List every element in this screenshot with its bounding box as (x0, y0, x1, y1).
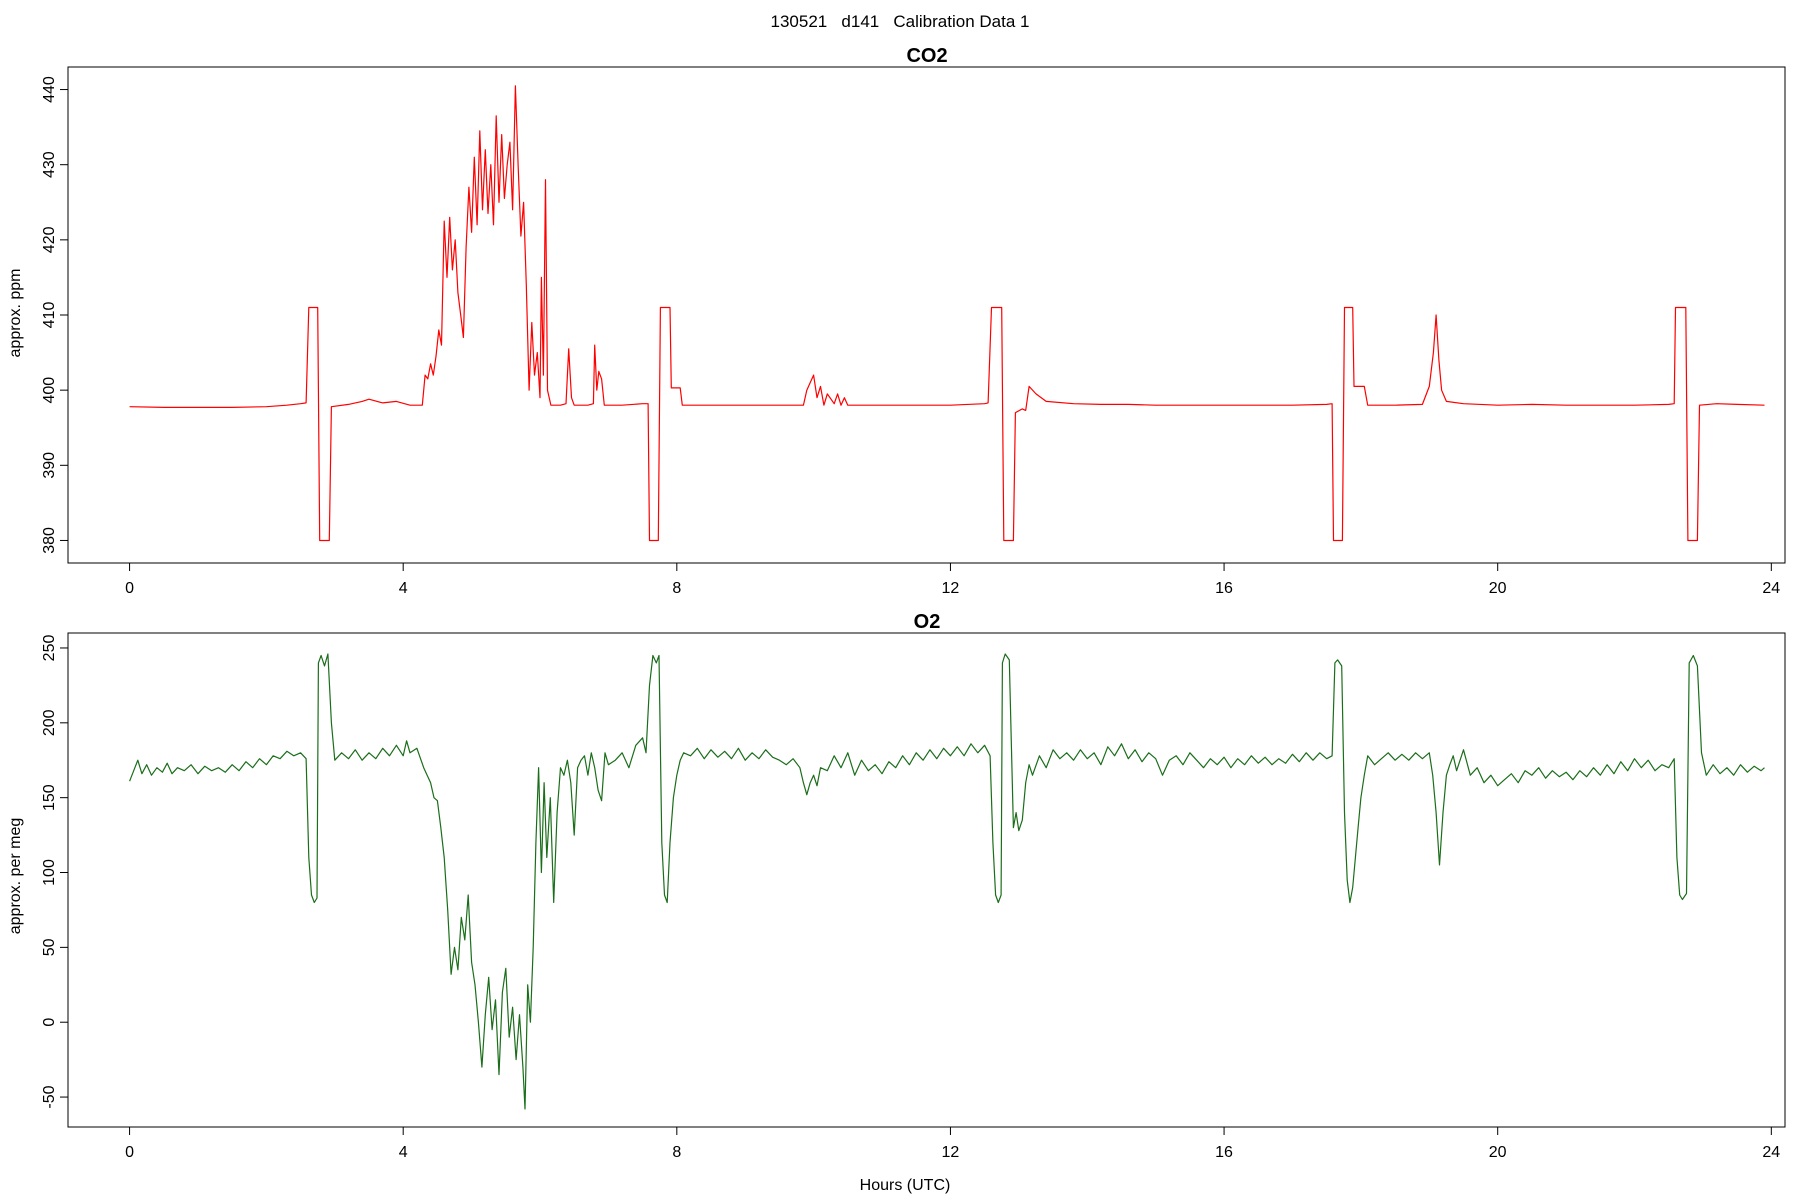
co2-y-tick-label-1: 390 (41, 452, 58, 479)
co2-y-tick-label-6: 440 (41, 76, 58, 103)
co2-plot-frame (67, 66, 1786, 564)
x-axis-label: Hours (UTC) (860, 1177, 951, 1194)
o2-panel: O2 approx. per meg 0 4 8 12 16 20 24 -50 0 50 100 1… (7, 611, 1786, 1161)
co2-x-tick-label-1: 4 (399, 580, 408, 597)
co2-y-tick-label-0: 380 (41, 527, 58, 554)
o2-y-tick-label-4: 150 (41, 784, 58, 811)
o2-x-tick-label-0: 0 (125, 1144, 134, 1161)
o2-x-tick-label-6: 24 (1762, 1144, 1780, 1161)
o2-y-tick-label-5: 200 (41, 709, 58, 736)
co2-x-tick-label-2: 8 (672, 580, 681, 597)
o2-y-tick-label-0: -50 (41, 1085, 58, 1108)
o2-x-tick-label-4: 16 (1215, 1144, 1233, 1161)
co2-x-tick-label-4: 16 (1215, 580, 1233, 597)
co2-y-tick-label-3: 410 (41, 302, 58, 329)
o2-series-line (129, 653, 1765, 1110)
o2-plot-frame (67, 632, 1786, 1128)
o2-x-tick-label-2: 8 (672, 1144, 681, 1161)
co2-x-tick-label-6: 24 (1762, 580, 1780, 597)
o2-y-tick-label-3: 100 (41, 859, 58, 886)
co2-panel-title: CO2 (906, 45, 947, 67)
co2-y-tick-label-5: 430 (41, 151, 58, 178)
o2-y-axis-label: approx. per meg (7, 818, 24, 935)
o2-x-tick-label-3: 12 (942, 1144, 960, 1161)
co2-panel: CO2 approx. ppm 0 4 8 12 16 20 24 380 390 400 410 4… (7, 45, 1786, 597)
o2-y-tick-label-2: 50 (41, 938, 58, 956)
o2-x-tick-label-1: 4 (399, 1144, 408, 1161)
o2-panel-title: O2 (914, 611, 941, 633)
co2-x-tick-label-0: 0 (125, 580, 134, 597)
co2-x-tick-label-3: 12 (942, 580, 960, 597)
co2-series-line (129, 85, 1765, 542)
co2-y-tick-label-4: 420 (41, 226, 58, 253)
o2-x-tick-label-5: 20 (1489, 1144, 1507, 1161)
co2-x-tick-label-5: 20 (1489, 580, 1507, 597)
co2-y-tick-label-2: 400 (41, 377, 58, 404)
figure-title: 130521 d141 Calibration Data 1 (771, 12, 1030, 31)
o2-y-tick-label-6: 250 (41, 635, 58, 662)
o2-y-tick-label-1: 0 (41, 1018, 58, 1027)
co2-y-axis-label: approx. ppm (7, 269, 24, 358)
